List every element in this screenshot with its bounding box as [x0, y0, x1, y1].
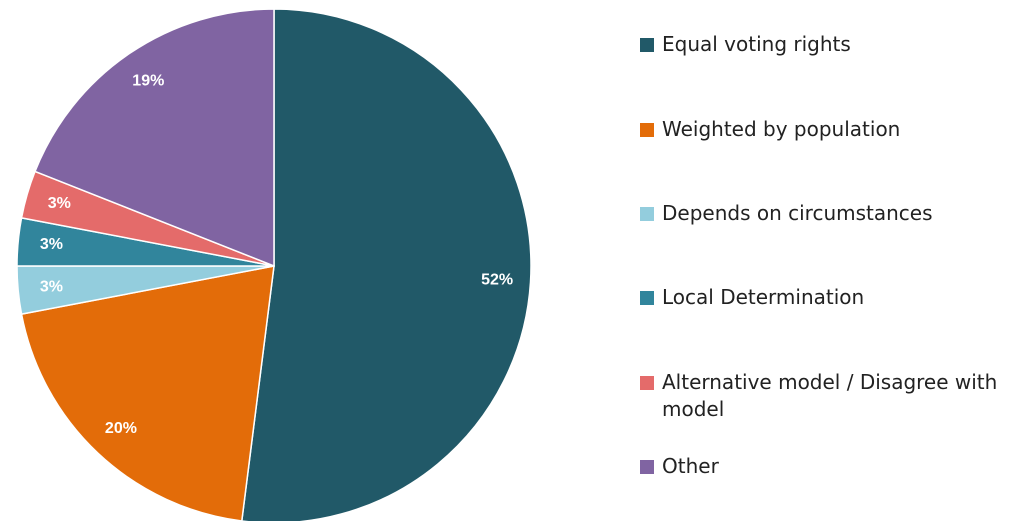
pie-slice [20, 265, 275, 521]
legend-swatch [640, 38, 654, 52]
legend-entry: Depends on circumstances [640, 200, 1007, 227]
data-label: 19% [132, 72, 164, 89]
legend-label: Other [662, 454, 719, 478]
pie-slice [34, 8, 275, 268]
legend-swatch [640, 376, 654, 390]
chart: 52% 20% 3% 3% 3% 19% [16, 8, 532, 521]
legend-swatch [640, 460, 654, 474]
legend-entry: Equal voting rights [640, 31, 1007, 58]
legend-swatch [640, 123, 654, 137]
legend-label: Alternative model / Disagree with model [662, 370, 998, 421]
legend-label: Depends on circumstances [662, 201, 933, 225]
legend-label: Equal voting rights [662, 32, 851, 56]
data-label: 20% [105, 420, 137, 437]
legend-entry: Local Determination [640, 284, 1007, 311]
legend-entry: Alternative model / Disagree with model [640, 369, 1007, 423]
data-label: 3% [40, 236, 63, 253]
data-label: 3% [48, 195, 71, 212]
legend-entry: Other [640, 453, 1007, 480]
pie-slice [241, 8, 532, 521]
data-label: 52% [481, 271, 513, 288]
data-label: 3% [40, 278, 63, 295]
legend-entry: Weighted by population [640, 116, 1007, 143]
legend-swatch [640, 291, 654, 305]
legend-label: Local Determination [662, 285, 865, 309]
legend-swatch [640, 207, 654, 221]
legend-label: Weighted by population [662, 117, 901, 141]
